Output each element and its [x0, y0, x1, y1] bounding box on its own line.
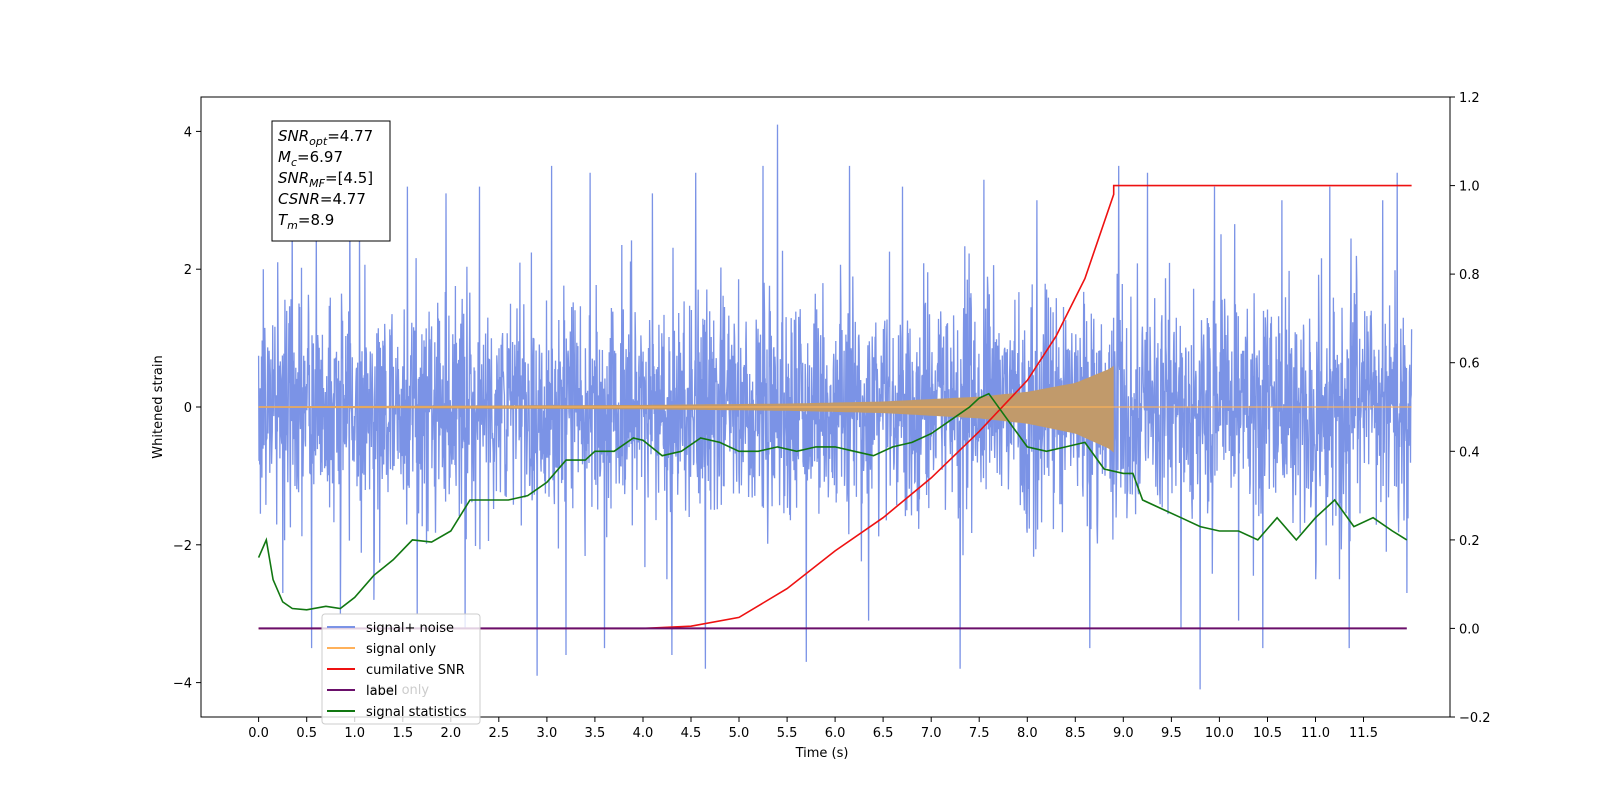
x-tick-label: 4.0: [633, 726, 654, 741]
y-axis-left: −4 −2 0 2 4: [173, 125, 201, 692]
x-tick-label: 5.0: [729, 726, 750, 741]
legend-label: signal+ noise: [366, 621, 454, 636]
x-tick-label: 6.0: [825, 726, 846, 741]
x-tick-label: 11.5: [1349, 726, 1378, 741]
y-right-tick-label: 0.4: [1459, 445, 1480, 460]
info-box-line: Mc=6.97: [278, 148, 343, 169]
y-left-tick-label: −4: [173, 677, 192, 692]
legend: label only signal+ noise signal only cumila…: [321, 613, 481, 725]
x-tick-label: 6.5: [873, 726, 894, 741]
y-right-tick-label: 1.0: [1459, 180, 1480, 195]
x-tick-label: 1.0: [344, 726, 365, 741]
x-tick-label: 2.5: [488, 726, 509, 741]
x-tick-label: 0.0: [248, 726, 269, 741]
x-tick-label: 10.0: [1205, 726, 1234, 741]
y-axis-left-title: Whitened strain: [151, 355, 166, 458]
signal-statistics-line: [257, 392, 1408, 611]
x-tick-label: 8.0: [1017, 726, 1038, 741]
y-right-tick-label: 0.0: [1459, 622, 1480, 637]
info-box-frame: [271, 120, 391, 242]
y-right-tick-label: −0.2: [1459, 711, 1491, 726]
cumilative-snr-line: [258, 184, 1412, 630]
signal-noise-series: [257, 124, 1413, 690]
y-left-tick-label: 4: [184, 125, 192, 140]
x-tick-label: 1.5: [392, 726, 413, 741]
x-tick-label: 0.5: [296, 726, 317, 741]
signal-noise-line: [257, 124, 1413, 690]
y-right-tick-label: 0.8: [1459, 268, 1480, 283]
x-tick-label: 5.5: [777, 726, 798, 741]
x-tick-label: 9.0: [1113, 726, 1134, 741]
x-tick-label: 8.5: [1065, 726, 1086, 741]
signal-only-envelope: [258, 365, 1114, 453]
x-tick-label: 2.0: [440, 726, 461, 741]
y-right-tick-label: 1.2: [1459, 91, 1480, 106]
signal-only-series: [258, 365, 1412, 453]
info-box-line: CSNR=4.77: [278, 190, 366, 208]
y-right-tick-label: 0.2: [1459, 534, 1480, 549]
x-axis: 0.0 0.5 1.0 1.5 2.0 2.5 3.0 3.5 4.0 4.5 5.0 5.5 6.0 6…: [248, 717, 1378, 741]
info-box-line: SNRopt=4.77: [278, 127, 373, 148]
legend-overlap-text: label only: [366, 683, 429, 698]
x-tick-label: 4.5: [681, 726, 702, 741]
legend-frame: [321, 613, 481, 725]
legend-label: signal statistics: [366, 705, 467, 720]
y-right-tick-label: 0.6: [1459, 357, 1480, 372]
x-tick-label: 3.5: [585, 726, 606, 741]
legend-label: label: [366, 684, 397, 699]
legend-label: cumilative SNR: [366, 663, 465, 678]
y-left-tick-label: 2: [184, 263, 192, 278]
y-axis-right: −0.2 0.0 0.2 0.4 0.6 0.8 1.0 1.2: [1450, 91, 1491, 726]
y-left-tick-label: 0: [184, 401, 192, 416]
x-tick-label: 9.5: [1161, 726, 1182, 741]
x-tick-label: 10.5: [1253, 726, 1282, 741]
info-box-line: Tm=8.9: [278, 211, 334, 232]
y-left-tick-label: −2: [173, 539, 192, 554]
x-tick-label: 3.0: [537, 726, 558, 741]
x-axis-title: Time (s): [795, 746, 849, 761]
x-tick-label: 7.0: [921, 726, 942, 741]
x-tick-label: 7.5: [969, 726, 990, 741]
legend-label: signal only: [366, 642, 436, 657]
x-tick-label: 11.0: [1301, 726, 1330, 741]
info-box-line: SNRMF=[4.5]: [278, 169, 373, 190]
